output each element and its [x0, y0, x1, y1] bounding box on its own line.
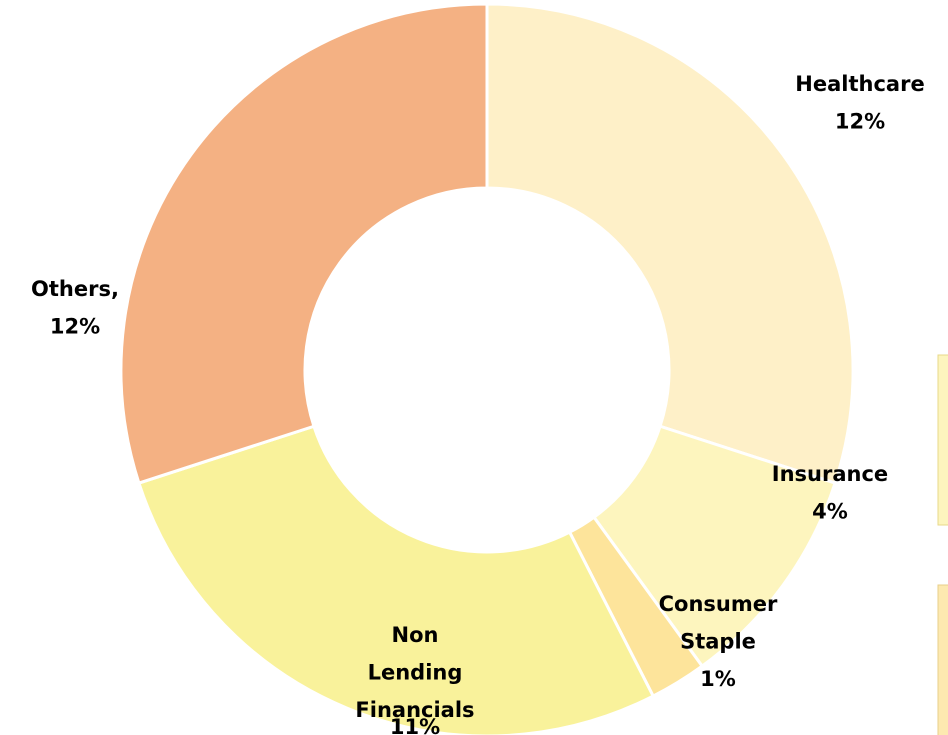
donut-slice [485, 2, 855, 485]
donut-slice [137, 424, 656, 735]
slice-label: Others, [31, 277, 119, 301]
side-box [937, 354, 948, 526]
slice-label: Healthcare [795, 72, 924, 96]
side-box [937, 584, 948, 735]
slice-label: Consumer Staple [659, 592, 778, 654]
slice-label: Non Lending Financials [355, 623, 474, 722]
value-label: 1% [700, 667, 736, 691]
donut-slice [119, 2, 489, 485]
value-label: 12% [835, 110, 885, 134]
value-label: 12% [50, 315, 100, 339]
value-label: 4% [812, 500, 848, 524]
slice-label: Insurance [772, 462, 888, 486]
value-label: 11% [390, 715, 440, 735]
